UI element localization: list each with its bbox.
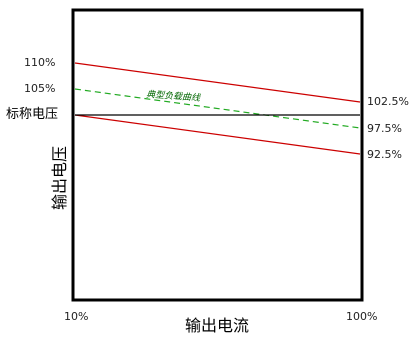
typical-load-line bbox=[74, 88, 361, 129]
y-tick-right-92-5: 92.5% bbox=[367, 148, 402, 161]
x-tick-10: 10% bbox=[64, 310, 88, 323]
y-tick-nominal: 标称电压 bbox=[6, 107, 58, 122]
plot-frame bbox=[71, 8, 364, 302]
upper-limit-line bbox=[74, 62, 361, 103]
y-axis-title: 输出电压 bbox=[50, 146, 69, 210]
lower-limit-line bbox=[74, 114, 361, 155]
typical-load-curve-annotation: 典型负载曲线 bbox=[146, 89, 202, 104]
x-axis-title: 输出电流 bbox=[185, 316, 249, 335]
y-tick-105: 105% bbox=[24, 82, 55, 95]
y-tick-110: 110% bbox=[24, 56, 55, 69]
y-tick-right-102-5: 102.5% bbox=[367, 95, 409, 108]
y-tick-right-97-5: 97.5% bbox=[367, 122, 402, 135]
x-tick-100: 100% bbox=[346, 310, 377, 323]
